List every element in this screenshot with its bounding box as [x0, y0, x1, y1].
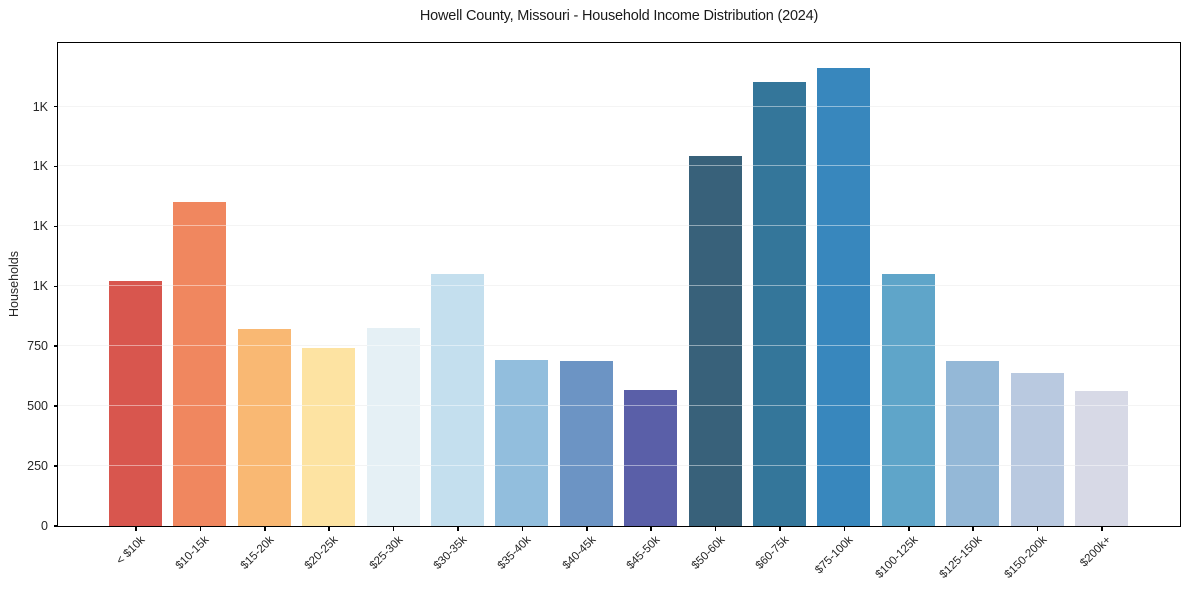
bar	[817, 67, 871, 526]
y-tick	[54, 465, 58, 467]
x-tick	[1036, 527, 1039, 531]
x-tick	[650, 527, 652, 531]
x-tick	[392, 527, 395, 531]
gridline-overlay	[57, 345, 1180, 347]
x-tick-label: $20-25k	[302, 534, 341, 572]
x-tick-label: $150-200k	[1002, 534, 1050, 581]
x-tick-label: $10-15k	[174, 534, 212, 572]
y-tick	[54, 165, 58, 168]
x-tick	[457, 527, 459, 531]
gridline-overlay	[57, 405, 1180, 407]
gridline	[57, 105, 1180, 107]
gridline	[57, 405, 1180, 407]
x-tick	[1101, 527, 1103, 531]
x-tick	[521, 527, 524, 531]
bars-layer	[58, 43, 1180, 526]
bar	[495, 360, 549, 526]
bar	[753, 82, 806, 526]
x-tick	[908, 527, 910, 531]
y-tick	[54, 345, 58, 347]
y-tick-label: 1K	[32, 219, 48, 234]
x-tick-label: $125-150k	[937, 534, 985, 581]
x-tick	[714, 527, 717, 531]
y-tick-label: 500	[27, 399, 48, 414]
gridlines-layer	[57, 43, 1180, 526]
x-tick	[264, 527, 266, 531]
x-tick-label: $100-125k	[873, 534, 921, 581]
x-tick-label: < $10k	[114, 534, 148, 568]
y-tick-label: 1K	[32, 99, 48, 114]
bar	[431, 273, 484, 526]
gridline-overlay	[57, 285, 1180, 287]
x-tick	[843, 527, 846, 531]
x-tick-label: $60-75k	[753, 534, 792, 572]
x-tick-label: $45-50k	[624, 534, 663, 572]
y-tick	[54, 405, 58, 407]
bar	[881, 273, 935, 526]
bar	[302, 348, 356, 526]
gridline	[57, 345, 1180, 347]
bar	[559, 360, 613, 526]
bar	[624, 390, 678, 526]
x-tick-label: $200k+	[1078, 534, 1114, 570]
y-tick	[54, 225, 58, 228]
gridline-overlay	[57, 165, 1180, 167]
x-tick-label: $40-45k	[560, 534, 599, 572]
x-tick-label: $75-100k	[813, 534, 856, 577]
y-axis: 0 250 500 750 1K 1K 1K 1K	[0, 43, 58, 533]
x-tick-label: $35-40k	[496, 534, 534, 572]
gridline	[57, 225, 1180, 227]
gridline-overlay	[57, 225, 1180, 227]
y-tick	[54, 105, 58, 108]
x-tick	[328, 527, 330, 531]
x-tick-label: $25-30k	[367, 534, 406, 572]
gridlines-overlay-layer	[57, 43, 1180, 526]
bar	[109, 281, 162, 526]
x-tick	[135, 527, 137, 531]
x-tick-label: $15-20k	[238, 534, 277, 572]
gridline	[57, 165, 1180, 167]
x-tick	[779, 527, 781, 531]
x-tick-label: $30-35k	[431, 534, 470, 572]
y-tick-label: 1K	[32, 279, 48, 294]
y-tick	[54, 285, 58, 288]
y-tick-label: 250	[27, 459, 48, 474]
gridline-overlay	[57, 105, 1180, 107]
gridline	[57, 285, 1180, 287]
y-tick-label: 750	[27, 339, 48, 354]
x-axis: < $10k $10-15k $15-20k $20-25k $25-30k $30-35…	[0, 527, 1189, 590]
bar	[946, 360, 1000, 526]
x-tick	[586, 527, 588, 531]
y-tick-label: 1K	[32, 159, 48, 174]
bar	[366, 327, 420, 526]
gridline	[57, 465, 1180, 467]
y-tick	[54, 525, 58, 527]
bar	[1010, 373, 1064, 526]
x-tick-label: $50-60k	[689, 534, 728, 572]
y-tick-label: 0	[41, 519, 48, 533]
plot-area	[56, 41, 1181, 527]
gridline-overlay	[57, 465, 1180, 467]
x-tick	[972, 527, 974, 531]
bar	[237, 328, 291, 526]
chart-title: Howell County, Missouri - Household Inco…	[419, 8, 819, 24]
bar	[1075, 390, 1128, 526]
bar	[688, 156, 742, 526]
bar	[173, 201, 227, 526]
x-tick	[199, 527, 202, 531]
